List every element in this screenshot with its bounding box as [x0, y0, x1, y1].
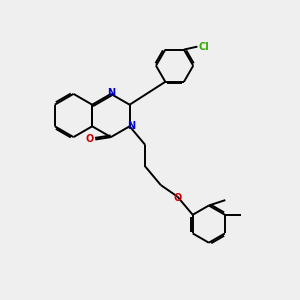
Text: O: O: [174, 193, 182, 203]
Text: N: N: [107, 88, 115, 98]
Text: O: O: [86, 134, 94, 144]
Text: Cl: Cl: [199, 42, 210, 52]
Text: N: N: [127, 121, 135, 131]
